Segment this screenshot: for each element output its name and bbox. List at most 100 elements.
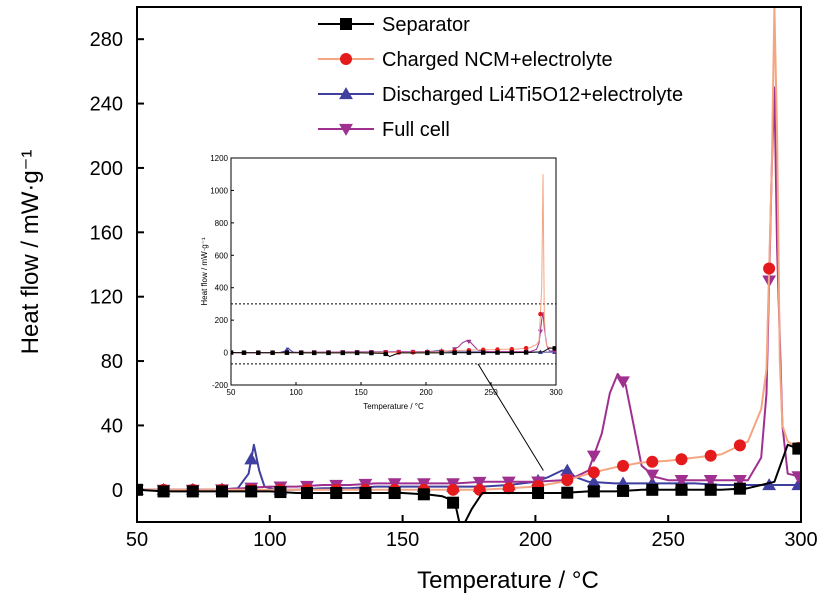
x-tick-label: 100 (253, 529, 286, 551)
inset-data-point-separator (270, 350, 275, 355)
inset-data-point-separator (326, 350, 331, 356)
data-point-separator (388, 487, 401, 500)
data-point-separator (274, 486, 287, 499)
data-point-full-cell (733, 475, 747, 488)
data-point-charged-ncm-electrolyte (587, 466, 600, 479)
inset-plot: 50 100 150 200 250 300 -200 0 200 400 600 800 1000 12… (200, 154, 563, 471)
x-tick-label: 150 (386, 529, 419, 551)
inset-data-point-separator (425, 350, 430, 356)
inset-data-point-separator (354, 350, 360, 356)
inset-series-line-separator (231, 347, 556, 358)
inset-x-tick-label: 200 (419, 388, 433, 397)
inset-data-point-separator (241, 350, 247, 355)
data-point-charged-ncm-electrolyte (561, 474, 574, 487)
data-point-charged-ncm-electrolyte (617, 459, 630, 472)
inset-x-tick-label: 250 (484, 388, 498, 397)
y-tick-label: 120 (90, 287, 123, 309)
inset-y-tick-label: 1200 (210, 154, 228, 163)
plot-frame (136, 6, 802, 523)
inset-y-tick-label: 200 (215, 316, 229, 325)
legend: Separator Charged NCM+electrolyte Discharg… (318, 14, 683, 141)
inset-y-tick-label: 1000 (210, 186, 228, 195)
data-point-separator (186, 485, 199, 498)
data-point-separator (617, 484, 630, 497)
legend-marker-separator (340, 18, 352, 30)
inset-data-point-separator (523, 350, 529, 355)
inset-data-point-separator (481, 350, 486, 355)
axis-labels: Temperature / °C Heat flow / mW·g⁻¹ (17, 150, 599, 594)
inset-data-point-separator (466, 350, 472, 355)
legend-label-full-cell: Full cell (382, 119, 450, 141)
inset-data-point-full-cell (466, 339, 472, 345)
inset-data-point-separator (552, 346, 556, 351)
x-tick-label: 50 (126, 529, 148, 551)
inset-x-axis-label: Temperature / °C (363, 402, 424, 411)
data-point-charged-ncm-electrolyte (473, 483, 486, 496)
inset-data-point-separator (439, 350, 444, 356)
inset-y-tick-label: 800 (215, 219, 229, 228)
data-point-separator (359, 487, 372, 500)
data-point-separator (646, 483, 659, 496)
x-tick-label: 250 (652, 529, 685, 551)
inset-data-point-separator (369, 350, 374, 356)
inset-data-point-charged-ncm-electrolyte (509, 346, 514, 352)
y-tick-label: 80 (101, 351, 123, 373)
series-group (137, 7, 801, 522)
data-point-separator (300, 487, 313, 500)
y-tick-label: 240 (90, 94, 123, 116)
data-point-charged-ncm-electrolyte (675, 453, 688, 466)
y-tick-label: 280 (90, 29, 123, 51)
data-point-separator (733, 482, 746, 495)
data-point-charged-ncm-electrolyte (733, 439, 746, 452)
inset-y-tick-label: 400 (215, 284, 229, 293)
data-point-full-cell (616, 376, 630, 389)
legend-marker-full-cell (339, 123, 353, 136)
data-point-charged-ncm-electrolyte (502, 482, 515, 495)
inset-x-tick-label: 300 (549, 388, 563, 397)
data-point-charged-ncm-electrolyte (704, 449, 717, 462)
y-tick-label: 0 (112, 480, 123, 502)
inset-x-tick-label: 150 (354, 388, 368, 397)
data-point-separator (561, 486, 574, 499)
inset-data-point-separator (383, 351, 388, 357)
inset-y-tick-label: -200 (212, 381, 229, 390)
x-tick-label: 300 (784, 529, 817, 551)
inset-data-point-separator (284, 350, 290, 355)
legend-label-charged-ncm-electrolyte: Charged NCM+electrolyte (382, 49, 613, 71)
inset-data-point-charged-ncm-electrolyte (538, 311, 543, 317)
data-point-charged-ncm-electrolyte (447, 483, 460, 496)
inset-data-point-separator (340, 350, 345, 356)
legend-marker-charged-ncm-electrolyte (340, 53, 352, 65)
inset-frame (230, 157, 557, 386)
data-point-separator (330, 487, 343, 500)
data-point-full-cell (472, 476, 487, 489)
data-point-separator (792, 442, 801, 455)
inset-data-point-separator (509, 350, 514, 355)
y-tick-label: 40 (101, 415, 123, 437)
series-line-separator (137, 443, 801, 522)
data-point-full-cell (791, 471, 801, 484)
data-point-separator (157, 485, 170, 498)
inset-data-point-separator (256, 350, 261, 355)
data-point-separator (704, 483, 717, 496)
inset-x-tick-label: 50 (227, 388, 236, 397)
data-point-full-cell (586, 450, 601, 463)
inset-y-tick-label: 600 (215, 251, 229, 260)
inset-y-tick-label: 0 (224, 349, 229, 358)
data-point-separator (245, 485, 258, 498)
data-point-full-cell (645, 469, 660, 482)
inset-data-point-separator (452, 350, 457, 355)
data-point-charged-ncm-electrolyte (646, 455, 659, 468)
data-point-separator (447, 496, 460, 509)
inset-data-point-discharged-li4ti5o12-electrolyte (284, 346, 290, 352)
inset-data-point-separator (299, 350, 304, 355)
data-point-charged-ncm-electrolyte (763, 262, 776, 275)
legend-marker-discharged-li4ti5o12-electrolyte (339, 87, 353, 100)
data-point-discharged-li4ti5o12-electrolyte (244, 452, 259, 465)
data-point-discharged-li4ti5o12-electrolyte (560, 463, 575, 476)
data-point-full-cell (703, 475, 718, 488)
main-plot: 50 100 150 200 250 300 0 40 80 120 160 200 240 280 (90, 6, 818, 551)
legend-label-discharged-li4ti5o12-electrolyte: Discharged Li4Ti5O12+electrolyte (382, 84, 683, 106)
data-point-separator (675, 483, 688, 496)
